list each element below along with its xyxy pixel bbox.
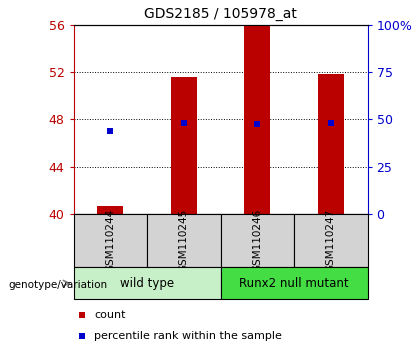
Text: GSM110245: GSM110245 [179,209,189,272]
Bar [74,214,147,267]
Text: count: count [94,310,126,320]
Bar [74,267,220,299]
Text: GSM110244: GSM110244 [105,209,115,272]
Text: Runx2 null mutant: Runx2 null mutant [239,277,349,290]
Text: percentile rank within the sample: percentile rank within the sample [94,331,282,341]
Title: GDS2185 / 105978_at: GDS2185 / 105978_at [144,7,297,21]
Bar [220,267,368,299]
Bar [318,74,344,214]
Text: wild type: wild type [120,277,174,290]
Bar [97,206,123,214]
Text: GSM110247: GSM110247 [326,209,336,272]
Text: GSM110246: GSM110246 [252,209,262,272]
Bar [244,25,270,214]
Bar [147,214,220,267]
Text: genotype/variation: genotype/variation [8,280,108,290]
Bar [294,214,368,267]
Bar [220,214,294,267]
Bar [171,78,197,214]
